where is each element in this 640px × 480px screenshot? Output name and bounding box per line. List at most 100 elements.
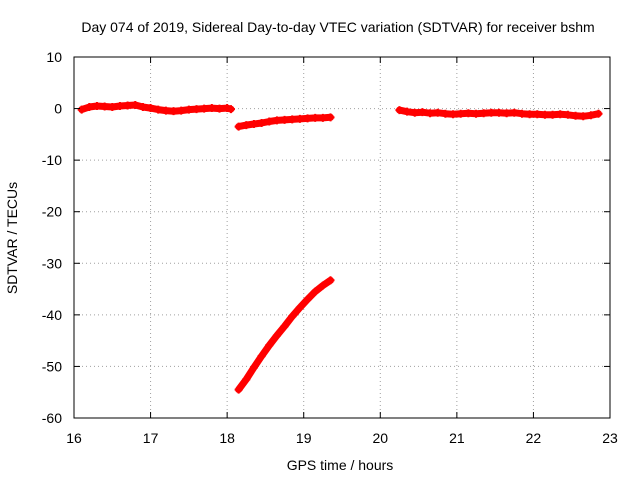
data-point: [100, 102, 109, 111]
data-point: [318, 113, 327, 122]
data-point: [456, 109, 465, 118]
data-point: [85, 103, 94, 112]
x-tick-label: 23: [602, 430, 618, 446]
data-point: [311, 113, 320, 122]
x-tick-label: 16: [66, 430, 82, 446]
data-point: [433, 108, 442, 117]
series-segment-3: [234, 276, 335, 394]
data-point: [449, 110, 458, 119]
data-point: [441, 109, 450, 118]
data-point: [295, 114, 304, 123]
x-tick-label: 19: [296, 430, 312, 446]
data-point: [131, 100, 140, 109]
data-point: [464, 109, 473, 118]
data-point: [280, 322, 289, 331]
data-point: [249, 120, 258, 129]
data-point: [265, 341, 274, 350]
data-point: [242, 121, 251, 130]
y-tick-label: -20: [42, 204, 62, 220]
data-point: [288, 312, 297, 321]
x-axis-label: GPS time / hours: [287, 457, 394, 473]
data-point: [234, 385, 243, 394]
y-tick-label: -10: [42, 152, 62, 168]
data-point: [579, 112, 588, 121]
data-point: [571, 111, 580, 120]
data-point: [226, 105, 235, 114]
data-point: [410, 108, 419, 117]
series-band: [235, 276, 334, 394]
series-segment-1: [77, 100, 235, 116]
chart-title: Day 074 of 2019, Sidereal Day-to-day VTE…: [81, 19, 594, 35]
data-point: [510, 108, 519, 117]
data-point: [533, 110, 542, 119]
data-point: [215, 104, 224, 113]
data-point: [249, 363, 258, 372]
y-tick-label: 10: [46, 49, 62, 65]
x-tick-label: 18: [219, 430, 235, 446]
data-point: [303, 114, 312, 123]
x-tick-label: 21: [449, 430, 465, 446]
data-point: [487, 108, 496, 117]
data-points: [77, 100, 603, 394]
data-point: [154, 105, 163, 114]
data-point: [257, 352, 266, 361]
y-tick-label: 0: [54, 101, 62, 117]
series-segment-4: [395, 106, 603, 121]
data-point: [272, 116, 281, 125]
data-point: [280, 115, 289, 124]
data-point: [594, 109, 603, 118]
data-point: [177, 106, 186, 115]
data-point: [207, 104, 216, 113]
y-tick-label: -50: [42, 358, 62, 374]
data-point: [540, 110, 549, 119]
data-point: [303, 295, 312, 304]
data-point: [272, 331, 281, 340]
data-point: [169, 107, 178, 116]
data-point: [326, 113, 335, 122]
data-point: [494, 108, 503, 117]
series-segment-2: [234, 113, 335, 131]
data-point: [161, 106, 170, 115]
x-tick-label: 20: [372, 430, 388, 446]
y-tick-label: -40: [42, 307, 62, 323]
data-point: [502, 109, 511, 118]
data-point: [138, 103, 147, 112]
data-point: [184, 105, 193, 114]
data-point: [242, 375, 251, 384]
data-point: [200, 104, 209, 113]
data-point: [223, 104, 232, 113]
data-point: [586, 111, 595, 120]
data-point: [295, 303, 304, 312]
data-point: [479, 109, 488, 118]
y-tick-label: -30: [42, 255, 62, 271]
x-tick-label: 17: [143, 430, 159, 446]
x-tick-label: 22: [526, 430, 542, 446]
data-point: [77, 105, 86, 114]
data-point: [192, 105, 201, 114]
data-point: [108, 103, 117, 112]
data-point: [92, 101, 101, 110]
data-point: [472, 109, 480, 118]
data-point: [556, 110, 565, 119]
data-point: [257, 119, 266, 128]
data-point: [395, 106, 404, 115]
data-point: [426, 109, 435, 118]
data-point: [326, 276, 335, 285]
data-point: [311, 287, 320, 296]
y-tick-label: -60: [42, 410, 62, 426]
data-point: [146, 104, 155, 113]
data-point: [318, 281, 327, 290]
data-point: [517, 109, 526, 118]
data-point: [548, 110, 557, 119]
data-point: [115, 101, 124, 110]
y-axis-label: SDTVAR / TECUs: [4, 182, 20, 294]
data-point: [234, 122, 243, 131]
data-point: [418, 108, 427, 117]
data-point: [525, 110, 534, 119]
data-point: [563, 110, 572, 119]
data-point: [403, 107, 412, 116]
data-point: [123, 101, 132, 110]
data-point: [288, 115, 297, 124]
data-point: [265, 117, 274, 126]
